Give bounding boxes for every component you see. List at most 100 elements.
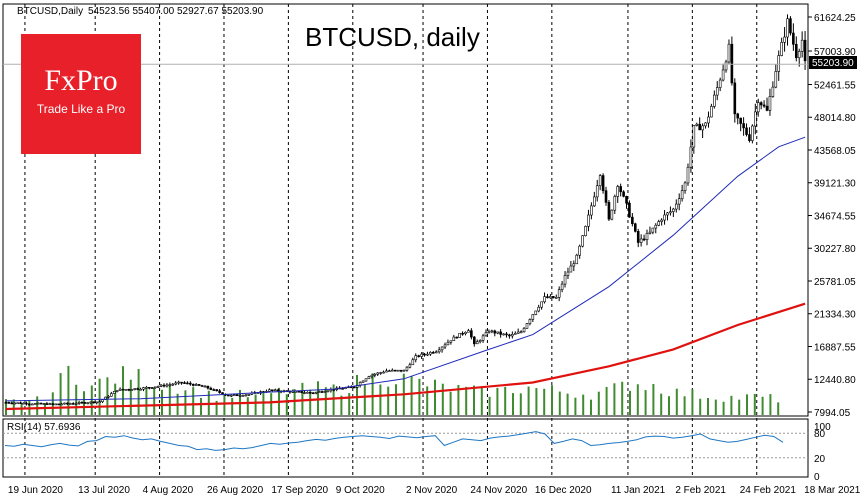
candle-body [297, 390, 300, 393]
candle-body [148, 386, 151, 389]
candle-body [800, 39, 804, 52]
rsi-tick-label: 100 [814, 422, 831, 433]
candle-body [107, 395, 110, 398]
candle-body [689, 146, 693, 168]
candle-body [677, 198, 681, 205]
candle-body [115, 390, 119, 392]
volume-bar [348, 393, 351, 415]
candle-body [698, 123, 701, 131]
candle-body [51, 403, 55, 405]
candle-body [42, 403, 46, 405]
rsi-tick-label: 80 [814, 429, 826, 440]
volume-bar [90, 385, 93, 415]
candle-body [379, 372, 382, 374]
candle-body [470, 330, 473, 338]
candle-body [22, 402, 25, 405]
candle-body [598, 175, 602, 187]
candle-body [426, 353, 429, 356]
volume-bar [769, 394, 772, 415]
candle-body [276, 389, 280, 392]
volume-bar [465, 386, 468, 415]
volume-bar [535, 388, 538, 415]
volume-bar [309, 389, 312, 415]
volume-bar [590, 399, 592, 415]
candle-body [118, 388, 122, 391]
volume-bar [761, 396, 764, 415]
chart-title: BTCUSD, daily [305, 22, 480, 52]
candle-body [66, 402, 69, 405]
candle-body [165, 384, 169, 387]
candle-body [730, 43, 734, 84]
candle-body [230, 394, 233, 397]
candle-body [212, 389, 216, 391]
candle-body [534, 310, 538, 315]
candle-body [174, 382, 178, 385]
candle-body [622, 191, 625, 197]
candle-body [221, 392, 224, 395]
candle-body [710, 106, 713, 118]
candle-body [783, 36, 786, 43]
candle-body [472, 336, 476, 345]
volume-bar [730, 395, 733, 415]
volume-bar [605, 386, 608, 415]
date-axis: 19 Jun 2020 13 Jul 2020 4 Aug 2020 26 Aug 2… [8, 485, 860, 496]
candle-body [408, 364, 412, 368]
candle-body [367, 376, 371, 380]
volume-bar [707, 397, 709, 415]
volume-bar [473, 385, 475, 415]
candle-body [546, 296, 549, 299]
candle-body [458, 332, 461, 338]
candle-body [361, 380, 365, 383]
candle-body [244, 394, 248, 397]
candle-body [467, 330, 470, 333]
volume-bar [652, 383, 655, 415]
volume-bar [582, 394, 585, 415]
candle-body [309, 392, 312, 394]
volume-bar [410, 375, 413, 415]
candle-body [475, 341, 479, 345]
volume-bar [356, 374, 358, 415]
candle-body [323, 391, 327, 393]
candle-body [247, 393, 251, 396]
candle-body [405, 366, 409, 371]
candle-body [440, 346, 444, 351]
candle-body [145, 386, 148, 389]
y-tick-label: 21334.30 [814, 310, 856, 321]
volume-bar [12, 399, 15, 415]
candle-body [487, 331, 491, 334]
volume-bar [215, 400, 218, 415]
candle-body [625, 196, 628, 204]
candle-body [502, 333, 505, 336]
candle-body [768, 96, 772, 111]
candle-body [294, 390, 298, 393]
candle-body [786, 18, 789, 38]
candle-body [48, 403, 52, 405]
volume-bar [496, 387, 499, 415]
volume-bar [363, 384, 366, 415]
candle-body [505, 333, 508, 336]
x-tick-label: 17 Sep 2020 [271, 485, 328, 496]
candle-body [572, 263, 576, 267]
candle-body [303, 392, 306, 394]
candle-body [156, 385, 160, 388]
candle-body [648, 231, 652, 234]
candle-body [423, 353, 426, 356]
volume-bar [434, 379, 436, 415]
candle-body [686, 166, 690, 184]
candle-body [748, 134, 751, 141]
candle-body [724, 61, 728, 71]
candle-body [429, 351, 432, 355]
candle-body [481, 335, 485, 341]
candle-body [660, 219, 663, 222]
candle-body [238, 395, 242, 397]
volume-bar [714, 399, 717, 415]
volume-bar [722, 401, 725, 415]
candle-body [759, 102, 763, 106]
candle-body [153, 386, 157, 389]
volume-bar [457, 384, 460, 415]
candle-body [63, 402, 66, 405]
candle-body [528, 319, 532, 324]
header-symbol: BTCUSD,Daily [17, 6, 83, 17]
candle-body [666, 212, 669, 216]
